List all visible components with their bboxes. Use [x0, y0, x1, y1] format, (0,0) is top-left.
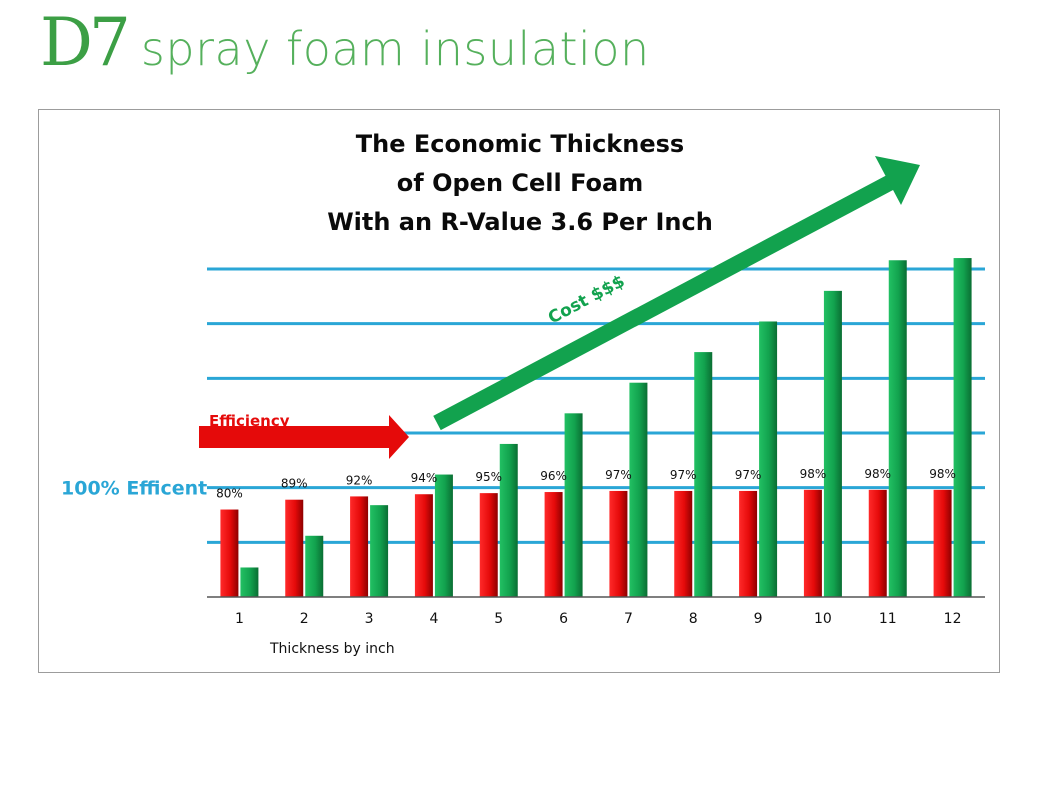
x-tick-label-11: 11: [879, 611, 897, 627]
efficiency-bar-11: [868, 489, 887, 597]
x-tick-label-5: 5: [494, 611, 503, 627]
x-tick-label-12: 12: [944, 611, 962, 627]
chart-title-line-2: of Open Cell Foam: [397, 169, 643, 197]
cost-bar-3: [370, 505, 389, 597]
cost-bar-9: [759, 321, 778, 597]
efficiency-bar-2: [285, 499, 304, 597]
efficiency-data-label-7: 97%: [605, 468, 632, 482]
cost-bar-6: [564, 413, 583, 597]
efficiency-bar-12: [933, 489, 952, 597]
chart-title-line-1: The Economic Thickness: [356, 130, 684, 158]
efficiency-data-label-6: 96%: [540, 469, 567, 483]
cost-bar-1: [240, 567, 259, 597]
x-axis-label: Thickness by inch: [269, 641, 395, 657]
cost-bar-11: [888, 260, 907, 597]
efficiency-bar-8: [674, 490, 693, 597]
efficiency-bar-6: [544, 492, 563, 597]
efficiency-arrow-label: Efficiency: [209, 412, 290, 430]
brand-tagline: spray foam insulation: [140, 22, 650, 76]
efficiency-data-label-2: 89%: [281, 477, 308, 491]
efficiency-bar-3: [350, 496, 369, 597]
efficiency-data-label-8: 97%: [670, 468, 697, 482]
efficiency-bar-9: [739, 490, 758, 597]
chart-title-line-3: With an R-Value 3.6 Per Inch: [327, 208, 713, 236]
efficiency-data-label-11: 98%: [864, 467, 891, 481]
efficiency-bar-4: [414, 494, 433, 597]
cost-arrow-head: [875, 156, 920, 205]
brand-logo: D7 spray foam insulation: [40, 10, 650, 76]
x-tick-label-7: 7: [624, 611, 633, 627]
cost-bar-2: [305, 535, 324, 597]
efficiency-bar-5: [479, 493, 498, 597]
x-tick-label-9: 9: [754, 611, 763, 627]
gridlines: [207, 267, 985, 544]
efficiency-bar-7: [609, 490, 628, 597]
efficiency-data-label-3: 92%: [346, 473, 373, 487]
x-tick-label-8: 8: [689, 611, 698, 627]
cost-bar-4: [434, 474, 453, 597]
cost-bar-10: [823, 290, 842, 597]
x-tick-label-1: 1: [235, 611, 244, 627]
data-labels: 80% 89% 92% 94% 95% 96% 97% 97% 97% 98% 98% 98%: [216, 467, 956, 501]
efficiency-data-label-12: 98%: [929, 467, 956, 481]
efficiency-data-label-9: 97%: [735, 468, 762, 482]
cost-arrow-shaft: [433, 174, 895, 431]
cost-bar-12: [953, 258, 972, 597]
efficiency-bar-1: [220, 509, 239, 597]
x-tick-label-4: 4: [429, 611, 438, 627]
bars: [220, 258, 972, 597]
efficiency-data-label-5: 95%: [475, 470, 502, 484]
efficiency-data-label-10: 98%: [800, 467, 827, 481]
annotations: 100% Efficent The Economic Thickness of Op…: [61, 130, 920, 500]
x-tick-label-10: 10: [814, 611, 832, 627]
efficiency-data-label-1: 80%: [216, 487, 243, 501]
efficiency-arrow: [199, 415, 409, 459]
cost-bar-5: [499, 443, 518, 597]
cost-bar-8: [694, 352, 713, 597]
cost-bar-7: [629, 382, 648, 597]
x-tick-label-6: 6: [559, 611, 568, 627]
reference-label: 100% Efficent: [61, 478, 207, 500]
x-tick-label-3: 3: [365, 611, 374, 627]
efficiency-data-label-4: 94%: [411, 471, 438, 485]
brand-mark: D7: [40, 4, 131, 81]
efficiency-bar-10: [803, 489, 822, 597]
x-tick-label-2: 2: [300, 611, 309, 627]
